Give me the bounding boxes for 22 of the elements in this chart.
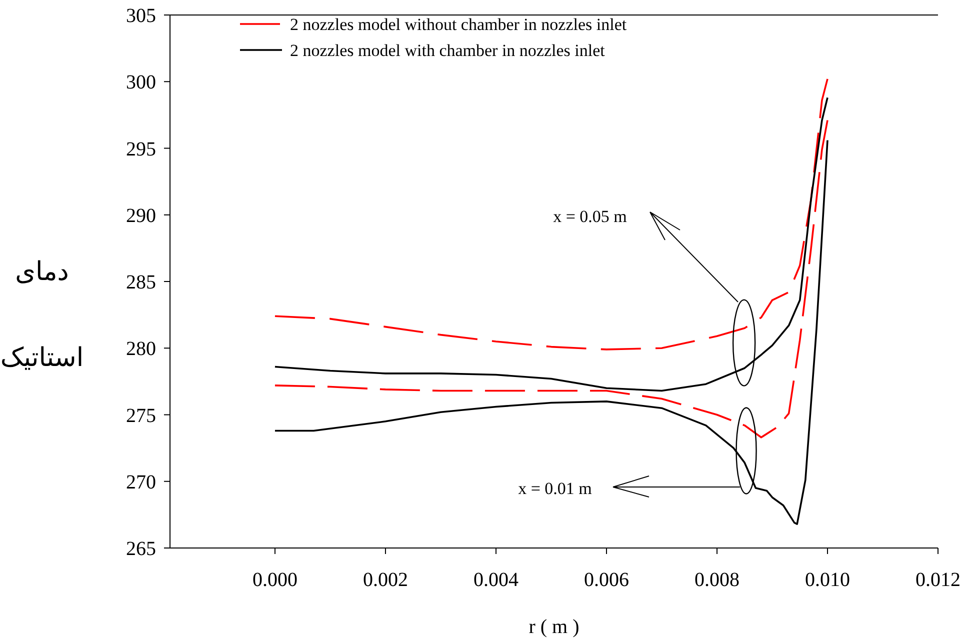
y-tick-label: 300 [126,72,156,94]
legend-label: 2 nozzles model without chamber in nozzles inlet [290,15,627,34]
annotation: x = 0.01 m [518,479,592,498]
y-tick-label: 285 [126,272,156,294]
y-tick-label: 280 [126,338,156,360]
legend-label: 2 nozzles model with chamber in nozzles inlet [290,41,606,60]
x-tick-label: 0.012 [916,569,960,591]
x-tick-label: 0.000 [252,569,298,591]
x-axis-title: r ( m ) [528,616,580,638]
x-tick-label: 0.008 [694,569,740,591]
x-tick-label: 0.006 [584,569,629,591]
x-tick-label: 0.010 [804,569,850,591]
y-tick-label: 290 [126,204,156,227]
annotation: x = 0.05 m [553,207,627,226]
text: دمای استاتیک [0,257,84,372]
y-tick-label: 275 [126,404,156,427]
x-tick-label: 0.002 [362,569,408,591]
y-tick-label: 295 [126,138,156,160]
y-tick-label: 270 [126,471,156,494]
x-tick-label: 0.004 [473,569,518,591]
y-tick-label: 305 [126,5,156,27]
y-tick-label: 265 [126,538,156,560]
